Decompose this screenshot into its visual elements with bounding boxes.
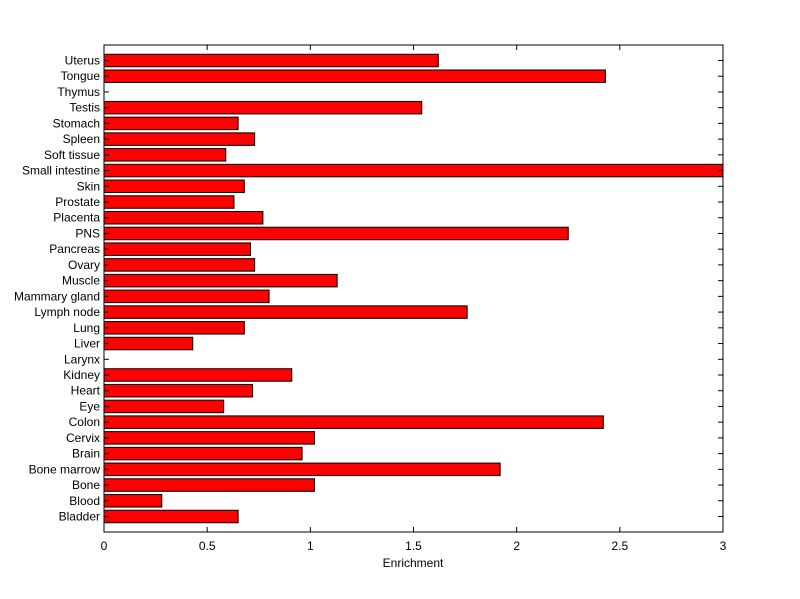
y-tick-label: PNS [75, 226, 100, 240]
plot-frame [103, 44, 724, 533]
y-tick-label: Bladder [59, 510, 100, 524]
y-tick-label: Small intestine [22, 164, 100, 178]
bar-brain [103, 446, 303, 461]
y-tick-label: Bone marrow [29, 462, 101, 476]
y-tick-label: Testis [69, 101, 100, 115]
y-tick-label: Colon [69, 415, 100, 429]
x-tick-label: 3 [720, 539, 727, 553]
bar-cervix [103, 431, 315, 445]
y-tick-label: Tongue [61, 69, 101, 83]
bar-uterus [103, 53, 439, 68]
bar-placenta [103, 210, 264, 225]
bar-liver [103, 336, 194, 351]
bar-colon [103, 415, 604, 429]
x-tick-label: 0.5 [199, 539, 216, 553]
bar-eye [103, 399, 225, 414]
y-tick-label: Stomach [53, 116, 100, 130]
bar-testis [103, 100, 423, 115]
bar-stomach [103, 116, 239, 131]
bar-bone-marrow [103, 462, 501, 477]
y-tick-label: Larynx [64, 352, 100, 366]
bar-small-intestine [103, 163, 724, 178]
y-tick-label: Skin [77, 179, 100, 193]
y-tick-label: Pancreas [49, 242, 100, 256]
y-tick-label: Eye [79, 399, 100, 413]
x-tick-label: 2 [513, 539, 520, 553]
bar-heart [103, 383, 254, 398]
y-tick-label: Lymph node [34, 305, 100, 319]
y-tick-label: Liver [74, 337, 100, 351]
x-tick-label: 2.5 [611, 539, 628, 553]
x-tick-label: 1 [307, 539, 314, 553]
bar-kidney [103, 368, 293, 382]
y-tick-label: Bone [72, 478, 100, 492]
bar-bladder [103, 509, 239, 524]
y-tick-label: Cervix [66, 431, 100, 445]
y-tick-label: Uterus [65, 54, 100, 68]
bar-tongue [103, 69, 606, 83]
bar-bone [103, 478, 315, 492]
bar-muscle [103, 273, 338, 288]
bar-soft-tissue [103, 148, 227, 162]
y-tick-label: Muscle [62, 274, 100, 288]
y-tick-label: Spleen [63, 132, 100, 146]
bar-lung [103, 321, 245, 335]
x-tick-label: 0 [101, 539, 108, 553]
y-tick-label: Mammary gland [14, 289, 100, 303]
bar-pns [103, 226, 569, 241]
y-tick-label: Prostate [55, 195, 100, 209]
y-tick-label: Blood [69, 494, 100, 508]
x-axis-label: Enrichment [383, 556, 444, 570]
bar-blood [103, 494, 163, 508]
y-tick-label: Kidney [63, 368, 100, 382]
y-tick-label: Placenta [53, 211, 100, 225]
bar-ovary [103, 258, 256, 272]
y-tick-label: Ovary [68, 258, 100, 272]
bar-prostate [103, 195, 235, 209]
y-tick-label: Thymus [57, 85, 100, 99]
y-tick-label: Brain [72, 447, 100, 461]
x-tick-label: 1.5 [405, 539, 422, 553]
y-tick-label: Heart [71, 384, 101, 398]
bar-spleen [103, 132, 256, 146]
bar-mammary-gland [103, 289, 270, 304]
y-tick-label: Lung [73, 321, 100, 335]
y-tick-label: Soft tissue [44, 148, 100, 162]
bar-lymph-node [103, 305, 468, 319]
bar-skin [103, 179, 245, 194]
bar-pancreas [103, 242, 251, 256]
